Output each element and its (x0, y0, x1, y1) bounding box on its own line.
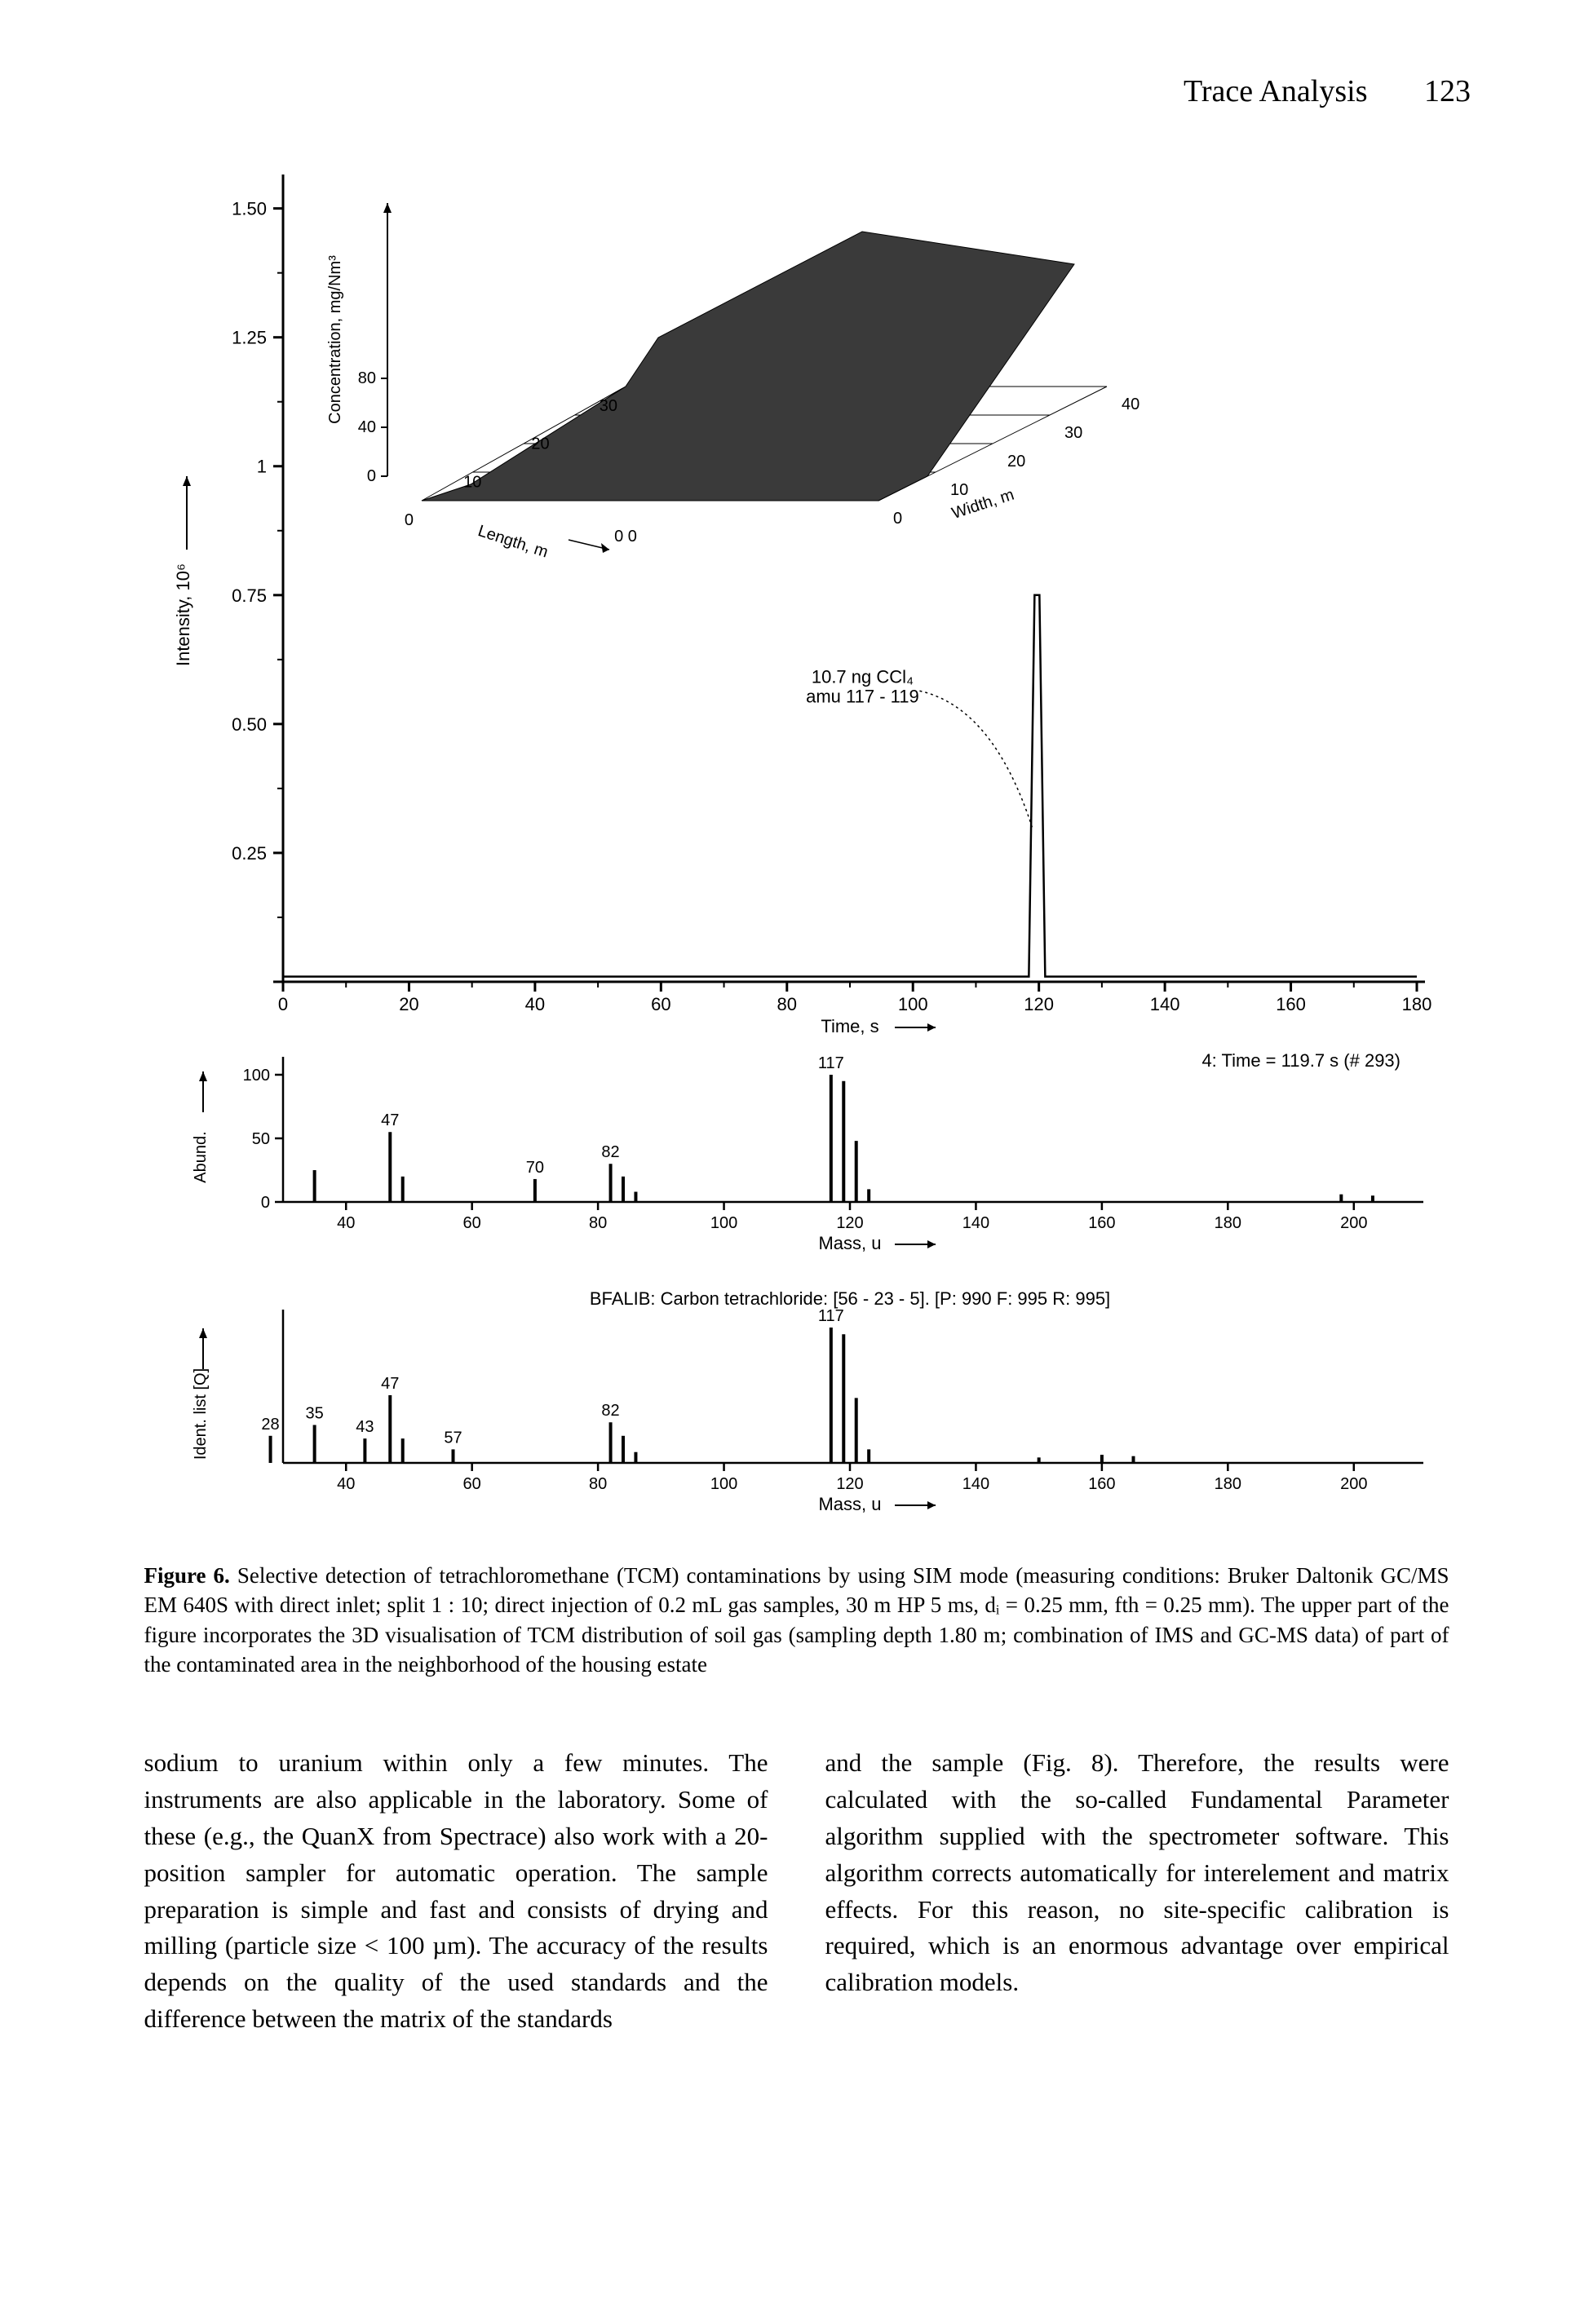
caption-lead: Figure 6. (144, 1563, 230, 1588)
svg-text:160: 160 (1276, 994, 1306, 1014)
svg-text:Mass, u: Mass, u (818, 1494, 881, 1514)
svg-text:1: 1 (256, 457, 266, 477)
svg-text:200: 200 (1340, 1214, 1367, 1232)
svg-text:4: Time = 119.7 s (# 293): 4: Time = 119.7 s (# 293) (1201, 1050, 1401, 1071)
svg-text:Length, m: Length, m (476, 522, 550, 561)
figure-6: 0.250.500.7511.251.500204060801001201401… (144, 158, 1449, 1528)
svg-text:140: 140 (962, 1214, 989, 1232)
svg-text:Intensity, 10⁶: Intensity, 10⁶ (173, 563, 193, 666)
svg-text:117: 117 (817, 1307, 843, 1325)
body-columns: sodium to uranium within only a few minu… (144, 1745, 1449, 2039)
svg-text:80: 80 (588, 1214, 606, 1232)
svg-text:1.25: 1.25 (232, 328, 267, 348)
svg-text:82: 82 (601, 1143, 619, 1161)
svg-text:28: 28 (261, 1416, 279, 1434)
svg-text:Time, s: Time, s (821, 1016, 878, 1036)
svg-text:60: 60 (651, 994, 670, 1014)
svg-text:100: 100 (710, 1475, 737, 1493)
svg-text:20: 20 (531, 435, 549, 453)
svg-text:47: 47 (381, 1111, 399, 1129)
svg-text:0: 0 (366, 467, 375, 485)
body-right: and the sample (Fig. 8). Therefore, the … (825, 1745, 1449, 2039)
svg-text:120: 120 (1024, 994, 1054, 1014)
page-header: Trace Analysis 123 (122, 73, 1471, 109)
section-title: Trace Analysis (1184, 74, 1368, 108)
svg-text:160: 160 (1088, 1214, 1115, 1232)
svg-text:30: 30 (599, 397, 617, 415)
svg-text:40: 40 (1122, 395, 1139, 413)
svg-text:0 0: 0 0 (614, 528, 637, 546)
svg-text:140: 140 (962, 1475, 989, 1493)
svg-text:160: 160 (1088, 1475, 1115, 1493)
body-left: sodium to uranium within only a few minu… (144, 1745, 768, 2039)
svg-text:0.25: 0.25 (232, 843, 267, 864)
svg-text:20: 20 (399, 994, 418, 1014)
svg-text:amu 117 - 119: amu 117 - 119 (806, 686, 919, 706)
svg-text:35: 35 (305, 1405, 323, 1423)
svg-text:43: 43 (356, 1418, 374, 1436)
figure-caption: Figure 6. Selective detection of tetrach… (144, 1561, 1449, 1680)
svg-text:40: 40 (337, 1475, 355, 1493)
svg-text:0: 0 (404, 511, 413, 529)
svg-text:Abund.: Abund. (192, 1131, 210, 1182)
svg-text:57: 57 (444, 1429, 462, 1447)
svg-text:10: 10 (463, 473, 481, 491)
svg-text:180: 180 (1214, 1475, 1241, 1493)
svg-text:0.50: 0.50 (232, 714, 267, 735)
caption-text: Selective detection of tetrachloromethan… (144, 1563, 1449, 1677)
svg-text:80: 80 (357, 369, 375, 387)
svg-text:120: 120 (836, 1475, 863, 1493)
svg-text:80: 80 (588, 1475, 606, 1493)
svg-text:Ident. list [Q]: Ident. list [Q] (192, 1368, 210, 1460)
svg-text:60: 60 (462, 1214, 480, 1232)
svg-text:60: 60 (462, 1475, 480, 1493)
page-number: 123 (1424, 74, 1471, 108)
svg-text:82: 82 (601, 1402, 619, 1420)
svg-text:117: 117 (817, 1054, 843, 1072)
svg-text:200: 200 (1340, 1475, 1367, 1493)
svg-text:Concentration, mg/Nm³: Concentration, mg/Nm³ (326, 255, 344, 424)
svg-text:180: 180 (1401, 994, 1431, 1014)
svg-text:70: 70 (525, 1159, 543, 1177)
svg-text:100: 100 (710, 1214, 737, 1232)
figure-svg: 0.250.500.7511.251.500204060801001201401… (144, 158, 1449, 1528)
svg-text:Mass, u: Mass, u (818, 1233, 881, 1253)
svg-text:100: 100 (897, 994, 927, 1014)
svg-text:1.50: 1.50 (232, 199, 267, 219)
svg-text:40: 40 (337, 1214, 355, 1232)
svg-text:50: 50 (251, 1130, 269, 1148)
svg-text:140: 140 (1149, 994, 1179, 1014)
svg-text:0: 0 (893, 510, 902, 528)
svg-text:0: 0 (277, 994, 287, 1014)
svg-text:BFALIB: Carbon tetrachloride:: BFALIB: Carbon tetrachloride: [56 - 23 -… (589, 1288, 1109, 1309)
svg-text:180: 180 (1214, 1214, 1241, 1232)
svg-text:0.75: 0.75 (232, 585, 267, 606)
svg-text:100: 100 (242, 1067, 269, 1085)
svg-text:0: 0 (260, 1194, 269, 1212)
svg-text:120: 120 (836, 1214, 863, 1232)
svg-text:10.7 ng CCl₄: 10.7 ng CCl₄ (811, 666, 913, 687)
svg-text:10: 10 (950, 481, 968, 499)
svg-text:80: 80 (777, 994, 796, 1014)
svg-text:40: 40 (524, 994, 544, 1014)
svg-text:40: 40 (357, 418, 375, 436)
svg-text:30: 30 (1064, 424, 1082, 442)
svg-text:47: 47 (381, 1375, 399, 1393)
svg-text:20: 20 (1007, 453, 1025, 471)
